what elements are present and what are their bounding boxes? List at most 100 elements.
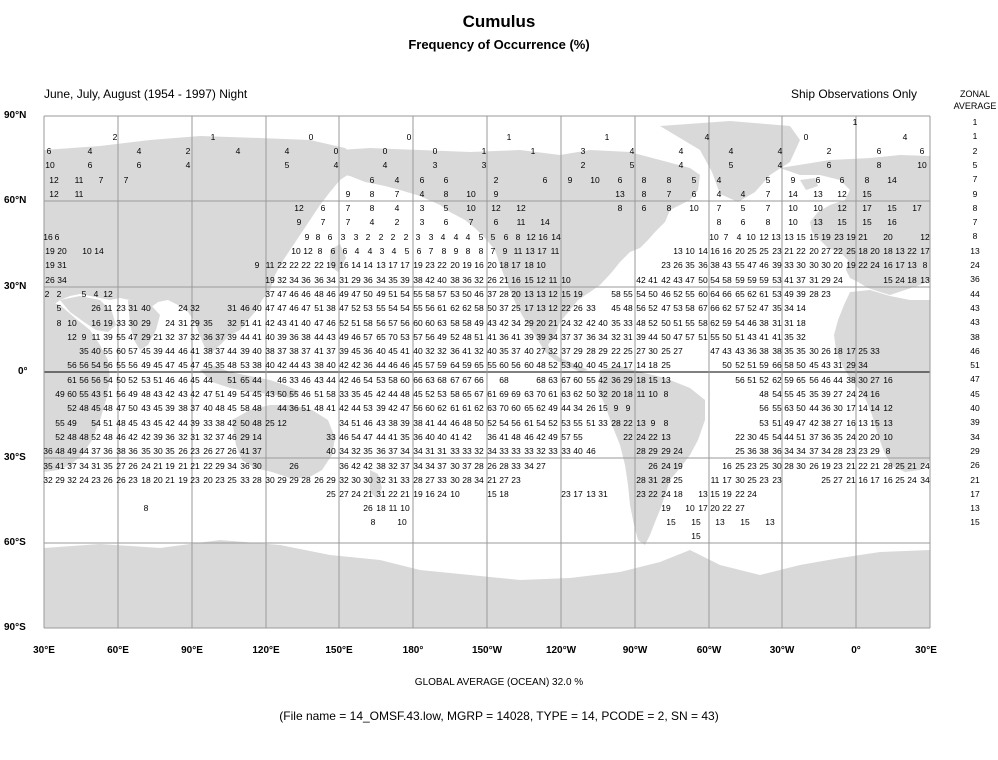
grid-cell-value: 8 (663, 418, 669, 428)
grid-cell-value: 21 (846, 475, 856, 485)
zonal-average-value: 1 (972, 117, 978, 127)
grid-cell-value: 10 (917, 160, 927, 170)
grid-cell-value: 47 (351, 289, 361, 299)
lon-label: 0° (851, 645, 861, 656)
grid-cell-value: 22 (611, 346, 621, 356)
grid-cell-value: 1 (852, 117, 858, 127)
grid-cell-value: 41 (252, 332, 262, 342)
grid-cell-value: 12 (49, 175, 59, 185)
grid-cell-value: 6 (327, 232, 333, 242)
grid-cell-value: 2 (394, 217, 400, 227)
grid-cell-value: 10 (82, 246, 92, 256)
grid-cell-value: 50 (487, 303, 497, 313)
grid-cell-value: 3 (580, 146, 586, 156)
grid-cell-value: 6 (740, 217, 746, 227)
grid-cell-value: 34 (413, 461, 423, 471)
grid-cell-value: 53 (450, 289, 460, 299)
grid-cell-value: 27 (425, 475, 435, 485)
grid-cell-value: 17 (511, 260, 521, 270)
lat-label: 30°S (4, 452, 26, 463)
grid-cell-value: 51 (388, 289, 398, 299)
grid-cell-value: 0 (406, 132, 412, 142)
grid-cell-value: 36 (698, 260, 708, 270)
grid-cell-value: 60 (511, 403, 521, 413)
grid-cell-value: 29 (623, 375, 633, 385)
grid-cell-value: 33 (511, 446, 521, 456)
grid-cell-value: 38 (301, 332, 311, 342)
grid-cell-value: 55 (487, 360, 497, 370)
grid-cell-value: 69 (499, 389, 509, 399)
grid-cell-value: 51 (103, 418, 113, 428)
grid-cell-value: 7 (716, 203, 722, 213)
grid-cell-value: 0 (803, 132, 809, 142)
grid-cell-value: 36 (821, 403, 831, 413)
grid-cell-value: 2 (390, 232, 396, 242)
grid-cell-value: 4 (704, 132, 710, 142)
grid-cell-value: 56 (103, 360, 113, 370)
grid-cell-value: 53 (772, 289, 782, 299)
grid-cell-value: 27 (536, 461, 546, 471)
grid-cell-value: 29 (277, 475, 287, 485)
grid-cell-value: 12 (548, 303, 558, 313)
zonal-average-value: 13 (970, 245, 980, 256)
grid-cell-value: 4 (902, 132, 908, 142)
lat-label: 90°S (4, 622, 26, 633)
grid-cell-value: 38 (759, 318, 769, 328)
grid-cell-value: 21 (190, 461, 200, 471)
grid-cell-value: 52 (759, 375, 769, 385)
grid-cell-value: 55 (376, 303, 386, 313)
grid-cell-value: 41 (511, 332, 521, 342)
grid-cell-value: 13 (376, 260, 386, 270)
japan (330, 244, 346, 272)
grid-cell-value: 4 (740, 189, 746, 199)
grid-cell-value: 54 (499, 418, 509, 428)
grid-cell-value: 2 (44, 289, 50, 299)
grid-cell-value: 19 (573, 289, 583, 299)
grid-cell-value: 14 (636, 360, 646, 370)
grid-cell-value: 25 (661, 346, 671, 356)
grid-cell-value: 15 (887, 203, 897, 213)
grid-cell-value: 16 (858, 475, 868, 485)
grid-cell-value: 22 (833, 246, 843, 256)
grid-cell-value: 6 (342, 246, 348, 256)
grid-cell-value: 28 (636, 475, 646, 485)
grid-cell-value: 12 (277, 418, 287, 428)
lat-label: 60°N (4, 195, 27, 206)
grid-cell-value: 33 (116, 318, 126, 328)
grid-cell-value: 32 (796, 332, 806, 342)
grid-cell-value: 58 (474, 303, 484, 313)
grid-cell-value: 30 (735, 475, 745, 485)
grid-cell-value: 52 (747, 303, 757, 313)
grid-cell-value: 56 (400, 318, 410, 328)
grid-cell-value: 25 (747, 246, 757, 256)
grid-cell-value: 66 (413, 375, 423, 385)
grid-cell-value: 16 (474, 260, 484, 270)
grid-cell-value: 29 (141, 318, 151, 328)
grid-cell-value: 47 (203, 389, 213, 399)
grid-cell-value: 49 (437, 332, 447, 342)
grid-cell-value: 31 (772, 318, 782, 328)
grid-cell-value: 44 (351, 403, 361, 413)
grid-cell-value: 12 (759, 232, 769, 242)
grid-cell-value: 60 (425, 403, 435, 413)
grid-cell-value: 53 (772, 275, 782, 285)
grid-cell-value: 27 (673, 346, 683, 356)
africa (834, 290, 930, 472)
grid-cell-value: 63 (561, 389, 571, 399)
grid-cell-value: 22 (301, 260, 311, 270)
grid-cell-value: 9 (790, 175, 796, 185)
grid-cell-value: 8 (617, 203, 623, 213)
grid-cell-value: 21 (548, 318, 558, 328)
grid-cell-value: 55 (735, 260, 745, 270)
grid-cell-value: 36 (301, 275, 311, 285)
grid-cell-value: 62 (710, 318, 720, 328)
grid-cell-value: 46 (351, 375, 361, 385)
grid-cell-value: 34 (227, 461, 237, 471)
grid-cell-value: 40 (586, 360, 596, 370)
grid-cell-value: 25 (265, 418, 275, 428)
grid-cell-value: 15 (883, 275, 893, 285)
grid-cell-value: 44 (784, 432, 794, 442)
grid-cell-value: 43 (722, 346, 732, 356)
grid-cell-value: 32 (67, 475, 77, 485)
grid-cell-value: 49 (784, 289, 794, 299)
